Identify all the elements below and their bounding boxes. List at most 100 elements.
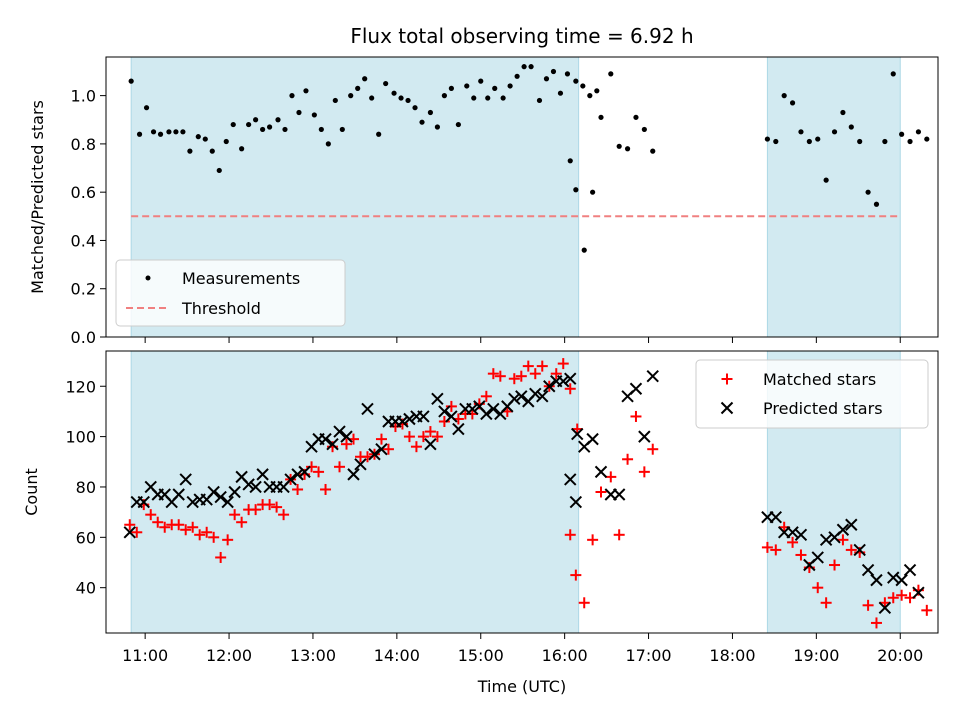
measurement-point [296,109,302,116]
matched-star-point [536,360,548,372]
x-stroke [186,495,199,509]
x-stroke [878,601,892,615]
x-stroke [769,510,783,524]
matched-star-point [564,529,576,541]
bottom-y-axis-label: Count [22,468,41,516]
bottom-plot-frame [105,350,939,634]
measurement-point [303,88,309,94]
x-stroke [870,573,883,587]
x-stroke [284,473,297,486]
measurement-point [580,83,586,89]
matched-star-point [613,529,625,541]
measurement-point [260,126,266,133]
predicted-star-point [256,468,269,481]
matched-star-point [180,524,192,536]
x-stroke [445,410,458,423]
matched-star-point [445,400,457,412]
legend-measurement-marker [145,275,151,281]
predicted-star-point [845,518,858,531]
predicted-star-point [361,402,374,416]
matched-star-point [638,466,650,478]
predicted-star-point [853,543,866,557]
predicted-star-points [123,369,925,615]
predicted-star-point [179,473,192,486]
predicted-star-point [368,448,381,461]
legend-matched-label: Matched stars [763,370,876,389]
measurement-point [567,158,573,164]
measurement-point [840,109,846,116]
matched-star-point [334,461,346,473]
measurement-point [815,136,821,142]
predicted-star-point [586,432,599,446]
predicted-star-point [612,488,626,501]
top-legend-box [115,259,346,327]
measurement-point [362,76,368,82]
matched-star-point [313,466,325,478]
measurement-point [216,167,222,174]
x-stroke [571,427,584,441]
legend-plus-symbol [721,373,733,385]
x-stroke [375,442,388,456]
x-stroke [508,392,521,406]
predicted-star-point [903,563,917,577]
matched-star-point [587,534,599,546]
predicted-star-point [508,392,521,406]
predicted-star-point [221,495,234,509]
bottom-panel: 11:00 12:00 13:00 14:00 15:00 16:00 17:00 18:00… [22,350,939,696]
x-stroke [895,573,908,587]
predicted-star-point [207,485,220,499]
legend-measurements-label: Measurements [182,269,300,288]
predicted-star-point [417,410,430,423]
predicted-star-point [319,432,332,446]
x-stroke [887,571,900,584]
measurement-point [873,201,880,207]
x-stroke [326,437,339,451]
x-stroke [438,405,451,418]
matched-star-point [508,373,520,385]
x-stroke [319,432,332,446]
x-stroke [557,375,570,388]
y-tick-label: 60 [76,528,96,547]
matched-star-point [382,443,394,455]
measurement-point [624,146,631,152]
x-tick-label: 17:00 [625,646,671,665]
x-stroke [473,400,486,413]
measurement-point [448,85,454,91]
x-stroke [466,402,479,416]
x-stroke [594,465,608,479]
measurement-point [275,117,281,123]
matched-star-point [480,390,492,402]
measurement-point [764,136,771,142]
x-stroke [333,425,346,438]
y-tick-label: 40 [76,579,96,598]
measurement-point [348,93,354,99]
measurement-point [434,124,441,130]
measurement-point [781,93,787,99]
matched-star-point [515,370,527,382]
measurement-point [633,114,639,120]
predicted-star-point [557,375,570,388]
x-stroke [861,563,875,577]
measurement-point [282,126,288,133]
x-stroke [214,490,227,504]
matched-star-point [417,431,429,443]
x-stroke [786,526,799,539]
measurement-point [915,129,922,135]
matched-star-point [187,521,199,533]
predicted-star-point [298,465,311,479]
predicted-star-point [912,586,925,599]
matched-star-point [770,544,782,556]
measurement-point [427,109,434,116]
predicted-star-point [878,601,892,615]
matched-star-point [264,499,276,511]
measurement-point [890,71,896,77]
matched-star-point [320,483,332,495]
measurement-point [550,68,557,75]
top-y-axis-label: Matched/Predicted stars [28,100,47,294]
matched-star-point [837,534,849,546]
predicted-star-point [326,437,339,451]
x-stroke [235,470,248,484]
x-stroke [794,528,808,542]
measurement-point [492,85,498,91]
